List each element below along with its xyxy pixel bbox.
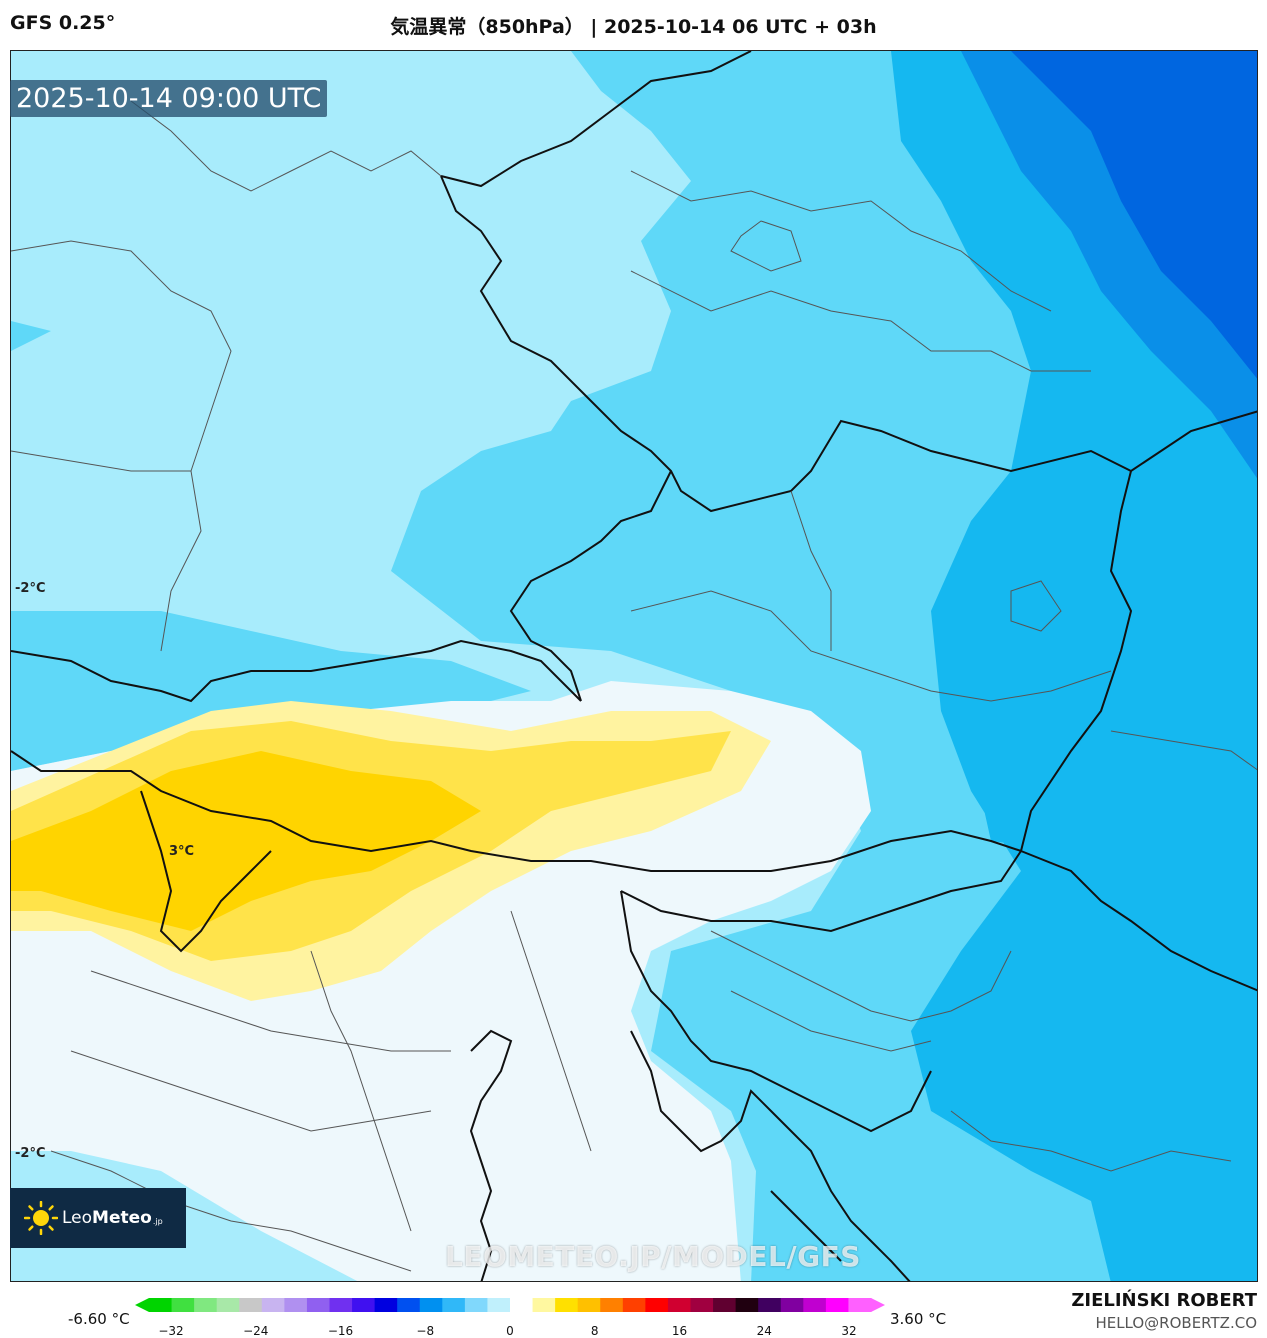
colorbar-tick-label: −8 bbox=[416, 1324, 435, 1338]
colorbar-swatch bbox=[194, 1298, 218, 1312]
anomaly-map[interactable]: -2°C 3°C -2°C bbox=[10, 50, 1258, 1282]
country-borders bbox=[11, 51, 1257, 1133]
colorbar-tick-label: −16 bbox=[327, 1324, 354, 1338]
colorbar-swatch bbox=[758, 1298, 782, 1312]
colorbar-min-value: -6.60 °C bbox=[68, 1310, 130, 1328]
colorbar-swatch bbox=[645, 1298, 669, 1312]
anomaly-band-plus3 bbox=[11, 751, 481, 931]
watermark-url: LEOMETEO.JP/MODEL/GFS bbox=[445, 1240, 861, 1273]
logo-tld: .jp bbox=[152, 1216, 163, 1226]
colorbar-swatch bbox=[803, 1298, 827, 1312]
colorbar-swatch bbox=[825, 1298, 849, 1312]
contour-label: -2°C bbox=[15, 1146, 46, 1161]
colorbar-tick-label: 24 bbox=[756, 1324, 772, 1338]
map-canvas bbox=[11, 51, 1257, 1281]
colorbar-swatch bbox=[622, 1298, 646, 1312]
sun-icon bbox=[23, 1200, 59, 1236]
colorbar-tick-label: 8 bbox=[590, 1324, 599, 1338]
colorbar-swatch bbox=[510, 1298, 534, 1312]
colorbar-tick-label: 0 bbox=[506, 1324, 514, 1338]
colorbar: -6.60 °C −32 −24 −16 −8 0 8 16 24 32 3.60 °C bbox=[0, 1288, 1267, 1338]
colorbar-swatch bbox=[239, 1298, 263, 1312]
colorbar-tick-label: −32 bbox=[158, 1324, 184, 1338]
author-email[interactable]: HELLO@ROBERTZ.CO bbox=[1095, 1314, 1257, 1332]
anomaly-band-minus5 bbox=[1011, 51, 1257, 379]
colorbar-swatch bbox=[713, 1298, 737, 1312]
colorbar-swatch bbox=[690, 1298, 714, 1312]
colorbar-swatch bbox=[487, 1298, 511, 1312]
contour-label: 3°C bbox=[169, 844, 195, 859]
colorbar-swatch bbox=[149, 1298, 173, 1312]
colorbar-swatch bbox=[306, 1298, 330, 1312]
coastline bbox=[469, 1029, 911, 1281]
colorbar-swatch bbox=[397, 1298, 421, 1312]
author-name: ZIELIŃSKI ROBERT bbox=[1071, 1290, 1257, 1311]
colorbar-swatch bbox=[555, 1298, 579, 1312]
colorbar-swatch bbox=[419, 1298, 443, 1312]
colorbar-min-arrow bbox=[135, 1298, 149, 1312]
colorbar-swatch bbox=[667, 1298, 691, 1312]
colorbar-tick-label: 16 bbox=[671, 1324, 688, 1338]
colorbar-swatch bbox=[352, 1298, 376, 1312]
logo-text: LeoMeteo bbox=[62, 1208, 152, 1228]
colorbar-swatch bbox=[464, 1298, 488, 1312]
colorbar-swatch bbox=[532, 1298, 556, 1312]
colorbar-swatch bbox=[171, 1298, 195, 1312]
colorbar-swatch bbox=[577, 1298, 601, 1312]
colorbar-swatch bbox=[735, 1298, 759, 1312]
model-label: GFS 0.25° bbox=[10, 12, 116, 34]
contour-label: -2°C bbox=[15, 581, 46, 596]
colorbar-swatch bbox=[216, 1298, 240, 1312]
colorbar-tick-label: −24 bbox=[243, 1324, 269, 1338]
colorbar-swatch bbox=[780, 1298, 804, 1312]
regional-borders bbox=[11, 100, 1257, 1272]
chart-title: 気温異常（850hPa） | 2025-10-14 06 UTC + 03h bbox=[390, 16, 877, 38]
valid-time-badge: 2025-10-14 09:00 UTC bbox=[10, 80, 328, 117]
colorbar-swatch bbox=[848, 1298, 872, 1312]
colorbar-swatch bbox=[329, 1298, 353, 1312]
colorbar-max-arrow bbox=[871, 1298, 885, 1312]
anomaly-band-minus2 bbox=[11, 51, 1257, 1281]
colorbar-swatch bbox=[261, 1298, 285, 1312]
colorbar-tick-label: 32 bbox=[841, 1324, 857, 1338]
colorbar-scale bbox=[135, 1298, 885, 1312]
colorbar-swatch bbox=[374, 1298, 398, 1312]
colorbar-swatch bbox=[284, 1298, 308, 1312]
leometeo-logo[interactable]: LeoMeteo .jp bbox=[10, 1188, 186, 1248]
colorbar-swatch bbox=[442, 1298, 466, 1312]
colorbar-max-value: 3.60 °C bbox=[890, 1310, 947, 1328]
colorbar-swatch bbox=[600, 1298, 624, 1312]
